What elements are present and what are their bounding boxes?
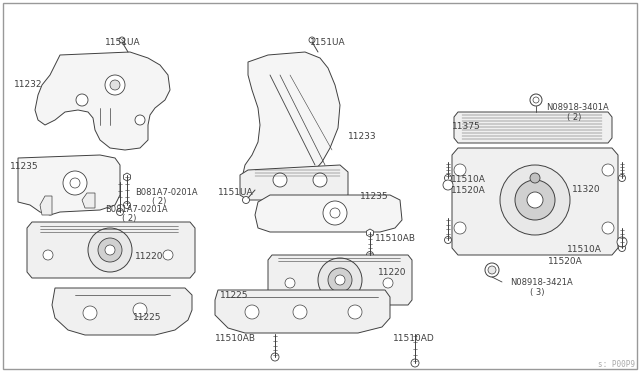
Text: 11220: 11220: [378, 268, 406, 277]
Text: 11235: 11235: [10, 162, 38, 171]
Circle shape: [105, 75, 125, 95]
Circle shape: [105, 245, 115, 255]
Circle shape: [348, 305, 362, 319]
Text: 1151UA: 1151UA: [218, 188, 253, 197]
Circle shape: [76, 94, 88, 106]
Circle shape: [309, 37, 315, 43]
Circle shape: [335, 275, 345, 285]
Circle shape: [124, 202, 131, 208]
Text: 11233: 11233: [348, 132, 376, 141]
Circle shape: [515, 180, 555, 220]
Circle shape: [602, 222, 614, 234]
Circle shape: [530, 173, 540, 183]
Text: 11375: 11375: [452, 122, 481, 131]
Circle shape: [323, 201, 347, 225]
Polygon shape: [52, 288, 192, 335]
Circle shape: [617, 237, 627, 247]
Circle shape: [443, 180, 453, 190]
Circle shape: [313, 173, 327, 187]
Text: B081A7-0201A: B081A7-0201A: [105, 205, 168, 214]
Text: ( 2): ( 2): [567, 113, 581, 122]
Polygon shape: [240, 165, 348, 200]
Text: ( 2): ( 2): [152, 197, 166, 206]
Circle shape: [602, 164, 614, 176]
Circle shape: [454, 164, 466, 176]
Circle shape: [485, 263, 499, 277]
Polygon shape: [124, 173, 131, 181]
Circle shape: [243, 196, 250, 203]
Polygon shape: [367, 229, 374, 237]
Polygon shape: [35, 52, 170, 150]
Polygon shape: [255, 195, 402, 232]
Circle shape: [273, 173, 287, 187]
Text: s: P00P9: s: P00P9: [598, 360, 635, 369]
Polygon shape: [242, 52, 340, 192]
Circle shape: [133, 303, 147, 317]
Text: 11232: 11232: [14, 80, 42, 89]
Polygon shape: [454, 112, 612, 143]
Circle shape: [135, 115, 145, 125]
Circle shape: [285, 278, 295, 288]
Circle shape: [367, 251, 374, 259]
Polygon shape: [82, 193, 95, 208]
Text: N08918-3421A: N08918-3421A: [510, 278, 573, 287]
Circle shape: [43, 250, 53, 260]
Text: 11510A: 11510A: [567, 245, 602, 254]
Circle shape: [83, 306, 97, 320]
Circle shape: [119, 37, 125, 43]
Text: 11235: 11235: [360, 192, 388, 201]
Text: B081A7-0201A: B081A7-0201A: [135, 188, 198, 197]
Text: 11225: 11225: [133, 313, 161, 322]
Circle shape: [98, 238, 122, 262]
Text: 11520A: 11520A: [548, 257, 583, 266]
Polygon shape: [18, 155, 120, 215]
Circle shape: [318, 258, 362, 302]
Text: 11225: 11225: [220, 291, 248, 300]
Circle shape: [618, 244, 625, 251]
Text: 1151UA: 1151UA: [310, 38, 346, 47]
Circle shape: [110, 80, 120, 90]
Text: 11510A: 11510A: [451, 175, 486, 184]
Circle shape: [383, 278, 393, 288]
Polygon shape: [452, 148, 618, 255]
Circle shape: [411, 359, 419, 367]
Text: 11510AD: 11510AD: [393, 334, 435, 343]
Circle shape: [271, 353, 279, 361]
Text: ( 2): ( 2): [122, 214, 136, 223]
Text: 1151UA: 1151UA: [105, 38, 141, 47]
Polygon shape: [215, 290, 390, 333]
Circle shape: [116, 208, 124, 215]
Circle shape: [527, 192, 543, 208]
Circle shape: [163, 250, 173, 260]
Circle shape: [618, 174, 625, 182]
Circle shape: [445, 237, 451, 244]
Polygon shape: [27, 222, 195, 278]
Circle shape: [454, 222, 466, 234]
Circle shape: [88, 228, 132, 272]
Circle shape: [488, 266, 496, 274]
Text: 11320: 11320: [572, 185, 600, 194]
Text: 11220: 11220: [135, 252, 163, 261]
Circle shape: [445, 174, 451, 182]
Text: N08918-3401A: N08918-3401A: [546, 103, 609, 112]
Text: ( 3): ( 3): [530, 288, 545, 297]
Circle shape: [293, 305, 307, 319]
Circle shape: [63, 171, 87, 195]
Circle shape: [245, 305, 259, 319]
Circle shape: [500, 165, 570, 235]
Text: 11520A: 11520A: [451, 186, 486, 195]
Text: 11510AB: 11510AB: [215, 334, 256, 343]
Text: 11510AB: 11510AB: [375, 234, 416, 243]
Circle shape: [328, 268, 352, 292]
Polygon shape: [40, 196, 52, 215]
Polygon shape: [268, 255, 412, 305]
Circle shape: [530, 94, 542, 106]
